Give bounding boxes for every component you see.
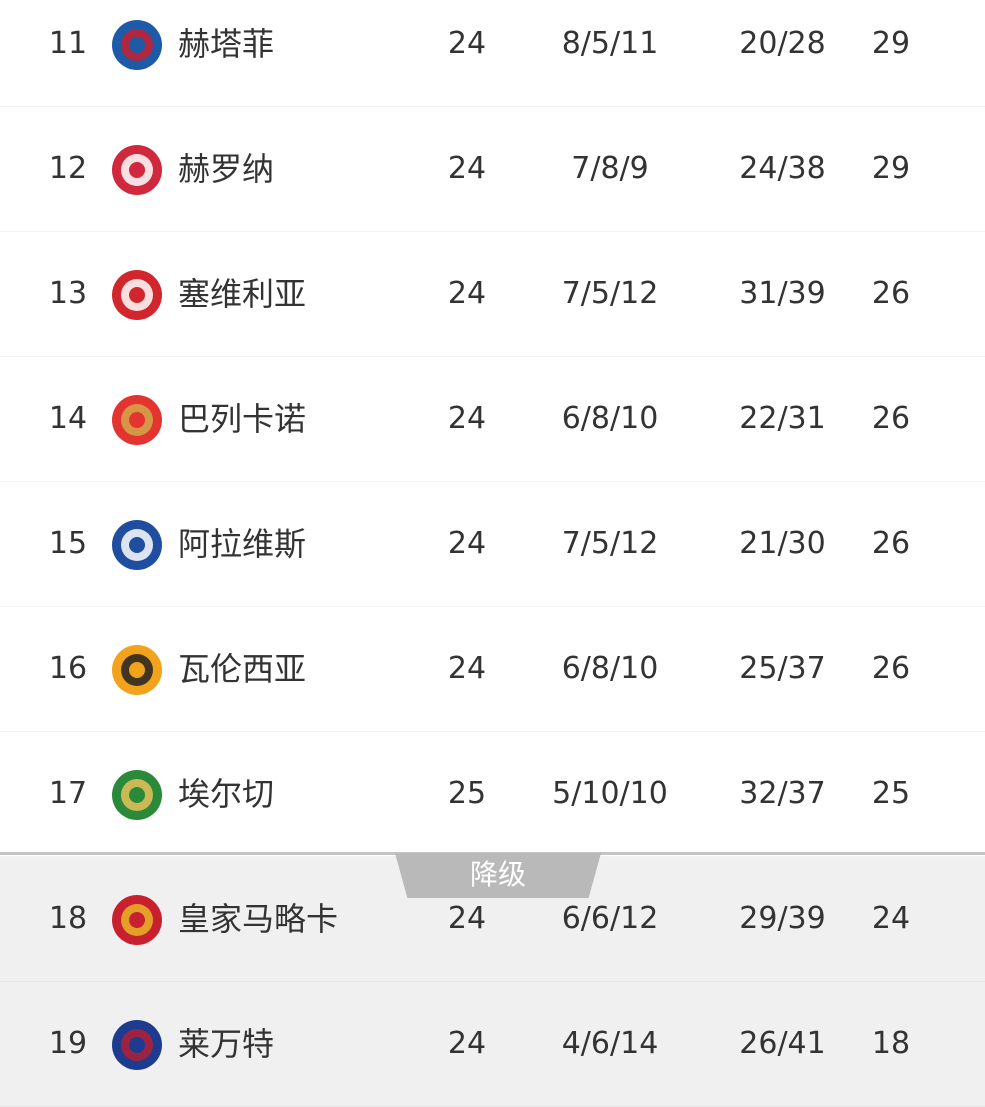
goals-cell: 31/39 bbox=[739, 276, 826, 311]
played-cell: 25 bbox=[447, 776, 487, 811]
team-logo-icon bbox=[110, 143, 164, 197]
points-cell: 26 bbox=[871, 526, 911, 561]
played-cell: 24 bbox=[447, 901, 487, 936]
rank-cell: 13 bbox=[48, 276, 88, 311]
points-cell: 26 bbox=[871, 276, 911, 311]
wdl-cell: 7/5/12 bbox=[561, 276, 659, 311]
team-name: 莱万特 bbox=[178, 1025, 275, 1063]
wdl-cell: 7/5/12 bbox=[561, 526, 659, 561]
rank-cell: 17 bbox=[48, 776, 88, 811]
wdl-cell: 6/6/12 bbox=[561, 901, 659, 936]
rank-cell: 18 bbox=[48, 901, 88, 936]
points-cell: 29 bbox=[871, 151, 911, 186]
rank-cell: 11 bbox=[48, 26, 88, 61]
played-cell: 24 bbox=[447, 1026, 487, 1061]
table-row[interactable]: 11 赫塔菲 24 8/5/11 20/28 29 bbox=[0, 0, 985, 107]
goals-cell: 29/39 bbox=[739, 901, 826, 936]
team-name: 塞维利亚 bbox=[178, 275, 307, 313]
team-logo-icon bbox=[110, 1018, 164, 1072]
goals-cell: 32/37 bbox=[739, 776, 826, 811]
wdl-cell: 5/10/10 bbox=[552, 776, 668, 811]
team-logo-icon bbox=[110, 393, 164, 447]
points-cell: 26 bbox=[871, 401, 911, 436]
goals-cell: 25/37 bbox=[739, 651, 826, 686]
goals-cell: 21/30 bbox=[739, 526, 826, 561]
rank-cell: 14 bbox=[48, 401, 88, 436]
points-cell: 26 bbox=[871, 651, 911, 686]
rank-cell: 15 bbox=[48, 526, 88, 561]
points-cell: 24 bbox=[871, 901, 911, 936]
goals-cell: 22/31 bbox=[739, 401, 826, 436]
table-row[interactable]: 15 阿拉维斯 24 7/5/12 21/30 26 bbox=[0, 482, 985, 607]
wdl-cell: 7/8/9 bbox=[571, 151, 649, 186]
played-cell: 24 bbox=[447, 401, 487, 436]
points-cell: 29 bbox=[871, 26, 911, 61]
wdl-cell: 4/6/14 bbox=[561, 1026, 659, 1061]
team-logo-icon bbox=[110, 643, 164, 697]
played-cell: 24 bbox=[447, 526, 487, 561]
wdl-cell: 6/8/10 bbox=[561, 651, 659, 686]
team-name: 巴列卡诺 bbox=[178, 400, 307, 438]
team-logo-icon bbox=[110, 893, 164, 947]
team-name: 瓦伦西亚 bbox=[178, 650, 307, 688]
played-cell: 24 bbox=[447, 651, 487, 686]
table-row[interactable]: 12 赫罗纳 24 7/8/9 24/38 29 bbox=[0, 107, 985, 232]
table-row[interactable]: 14 巴列卡诺 24 6/8/10 22/31 26 bbox=[0, 357, 985, 482]
wdl-cell: 8/5/11 bbox=[561, 26, 659, 61]
rank-cell: 12 bbox=[48, 151, 88, 186]
team-name: 皇家马略卡 bbox=[178, 900, 339, 938]
rank-cell: 16 bbox=[48, 651, 88, 686]
goals-cell: 20/28 bbox=[739, 26, 826, 61]
team-logo-icon bbox=[110, 18, 164, 72]
played-cell: 24 bbox=[447, 276, 487, 311]
team-name: 赫塔菲 bbox=[178, 25, 275, 63]
team-name: 阿拉维斯 bbox=[178, 525, 307, 563]
table-row[interactable]: 17 埃尔切 25 5/10/10 32/37 25 bbox=[0, 732, 985, 857]
team-logo-icon bbox=[110, 518, 164, 572]
played-cell: 24 bbox=[447, 151, 487, 186]
team-name: 埃尔切 bbox=[178, 775, 275, 813]
table-row[interactable]: 13 塞维利亚 24 7/5/12 31/39 26 bbox=[0, 232, 985, 357]
goals-cell: 24/38 bbox=[739, 151, 826, 186]
relegation-badge: 降级 bbox=[395, 853, 601, 898]
table-row[interactable]: 19 莱万特 24 4/6/14 26/41 18 bbox=[0, 982, 985, 1107]
points-cell: 18 bbox=[871, 1026, 911, 1061]
team-logo-icon bbox=[110, 768, 164, 822]
played-cell: 24 bbox=[447, 26, 487, 61]
team-logo-icon bbox=[110, 268, 164, 322]
table-row[interactable]: 16 瓦伦西亚 24 6/8/10 25/37 26 bbox=[0, 607, 985, 732]
goals-cell: 26/41 bbox=[739, 1026, 826, 1061]
rank-cell: 19 bbox=[48, 1026, 88, 1061]
team-name: 赫罗纳 bbox=[178, 150, 275, 188]
wdl-cell: 6/8/10 bbox=[561, 401, 659, 436]
points-cell: 25 bbox=[871, 776, 911, 811]
